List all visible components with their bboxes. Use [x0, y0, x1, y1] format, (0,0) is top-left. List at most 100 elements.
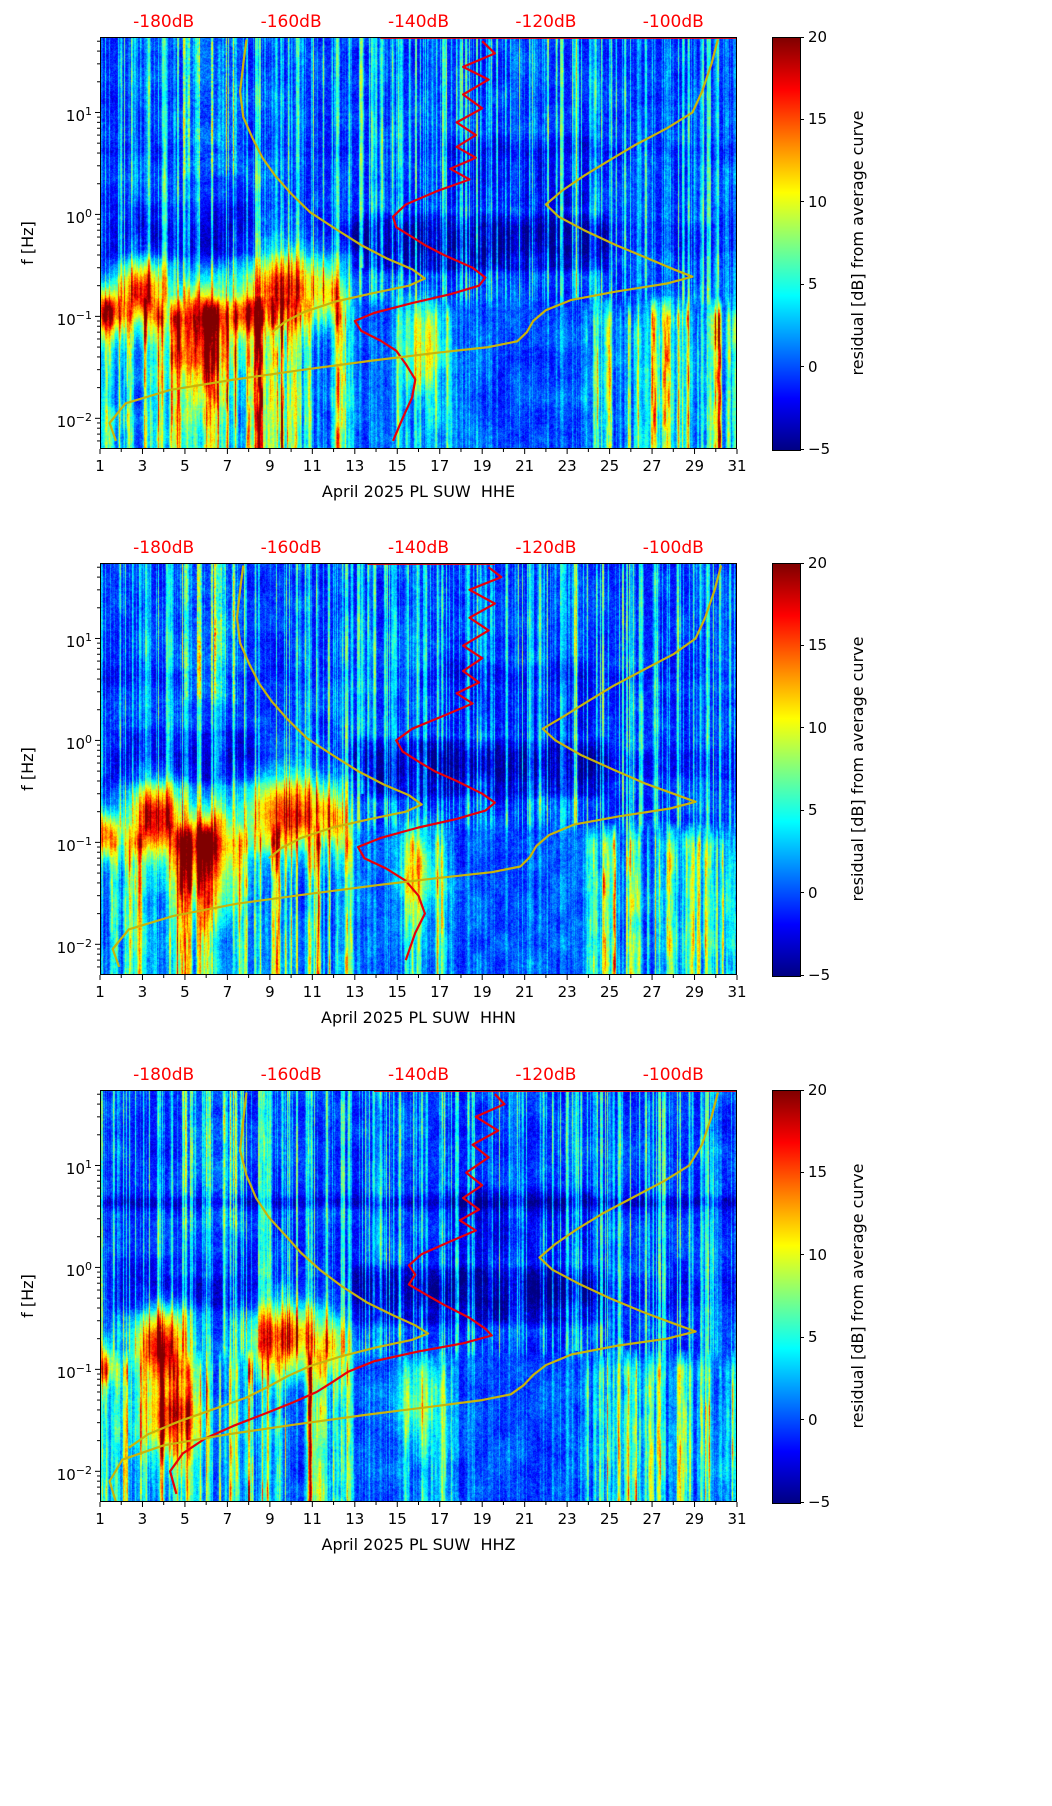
- x-tick-label: 7: [222, 1510, 233, 1528]
- top-axis-db-label: -140dB: [387, 12, 450, 32]
- colorbar-tick-label: 0: [808, 1410, 818, 1429]
- x-tick-label: 3: [137, 983, 148, 1001]
- colorbar-tick: [800, 201, 804, 203]
- colorbar-tick: [800, 1419, 804, 1421]
- spectrogram-canvas: [100, 1090, 737, 1502]
- x-tick-label: 25: [600, 457, 620, 475]
- spectrogram-canvas: [100, 37, 737, 449]
- y-axis-label: f [Hz]: [18, 1274, 37, 1318]
- x-tick-label: 11: [302, 1510, 322, 1528]
- top-axis-db-label: -180dB: [133, 12, 195, 32]
- x-tick-label: 15: [387, 1510, 407, 1528]
- panel-hhz: -180dB -160dB -140dB -120dB -100dB 1 3 5 7 9 11 13 1…: [0, 1053, 1052, 1579]
- colorbar-tick-label: 5: [808, 275, 818, 294]
- x-tick-label: 31: [727, 457, 747, 475]
- x-tick-label: 31: [727, 983, 747, 1001]
- top-axis-db-label: -100dB: [642, 538, 704, 558]
- top-axis-db-label: -120dB: [515, 12, 577, 32]
- x-tick-label: 3: [137, 457, 148, 475]
- colorbar-tick-label: 20: [808, 28, 828, 46]
- y-tick-label: 10−1: [56, 1362, 92, 1383]
- panel-hhn: -180dB -160dB -140dB -120dB -100dB 1 3 5 7 9 11 13 1…: [0, 526, 1052, 1052]
- x-tick-label: 25: [600, 1510, 620, 1528]
- x-tick-label: 15: [387, 457, 407, 475]
- colorbar-tick: [800, 366, 804, 368]
- plot-area: [95, 1090, 738, 1507]
- top-axis-db-label: -160dB: [260, 12, 322, 32]
- plot-area: [95, 37, 738, 454]
- colorbar-tick: [800, 1171, 804, 1173]
- colorbar: [772, 563, 801, 977]
- x-axis-label: April 2025 PL SUW HHZ: [321, 1535, 516, 1554]
- y-tick-label: 100: [65, 207, 92, 228]
- x-tick-label: 13: [345, 1510, 365, 1528]
- y-tick-label: 101: [65, 105, 92, 126]
- x-tick-label: 21: [515, 983, 535, 1001]
- x-tick-label: 17: [430, 1510, 450, 1528]
- spectrogram-canvas: [100, 563, 737, 975]
- x-tick-label: 11: [302, 457, 322, 475]
- colorbar-tick: [800, 283, 804, 285]
- reference-curve-left: [128, 1092, 430, 1449]
- average-psd-curve: [168, 1093, 506, 1495]
- x-tick-label: 1: [95, 1510, 105, 1528]
- plot-overlay: [95, 37, 738, 454]
- x-tick-label: 3: [137, 1510, 148, 1528]
- x-tick-label: 21: [515, 1510, 535, 1528]
- y-axis-label: f [Hz]: [18, 747, 37, 791]
- colorbar-label: residual [dB] from average curve: [848, 1163, 867, 1429]
- x-tick-label: 17: [430, 983, 450, 1001]
- colorbar-tick-label: 20: [808, 554, 828, 572]
- x-tick-label: 29: [684, 1510, 705, 1528]
- x-tick-label: 19: [472, 457, 492, 475]
- x-tick-label: 17: [430, 457, 450, 475]
- top-axis-db-label: -100dB: [642, 1065, 704, 1085]
- colorbar-tick-label: 20: [808, 1081, 828, 1099]
- colorbar-tick: [800, 892, 804, 894]
- x-tick-label: 23: [557, 1510, 577, 1528]
- average-psd-curve: [353, 40, 496, 442]
- y-tick-label: 10−1: [56, 835, 92, 856]
- y-tick-label: 10−2: [56, 1464, 92, 1485]
- x-tick-label: 5: [180, 983, 190, 1001]
- x-tick-label: 9: [265, 983, 275, 1001]
- top-axis-db-label: -100dB: [642, 12, 704, 32]
- top-axis-db-label: -180dB: [133, 1065, 195, 1085]
- colorbar-tick-label: −5: [808, 440, 831, 458]
- x-tick-label: 27: [642, 983, 662, 1001]
- y-tick-label: 101: [65, 631, 92, 652]
- x-tick-label: 5: [180, 1510, 190, 1528]
- colorbar-tick-label: −5: [808, 1493, 831, 1511]
- x-tick-label: 13: [345, 457, 365, 475]
- colorbar-tick-label: −5: [808, 966, 831, 984]
- plot-overlay: [95, 563, 738, 980]
- colorbar-tick-label: 5: [808, 1328, 818, 1347]
- colorbar-tick: [800, 1254, 804, 1256]
- colorbar-tick: [800, 1089, 804, 1091]
- colorbar-tick-label: 10: [808, 192, 828, 211]
- top-axis-db-label: -180dB: [133, 538, 195, 558]
- colorbar-tick: [800, 1501, 804, 1503]
- axes-spine: [100, 563, 737, 975]
- x-axis-label: April 2025 PL SUW HHN: [321, 1008, 516, 1027]
- colorbar: [772, 1090, 801, 1504]
- x-tick-label: 9: [265, 457, 275, 475]
- x-tick-label: 15: [387, 983, 407, 1001]
- x-tick-label: 7: [222, 457, 233, 475]
- colorbar-tick: [800, 118, 804, 120]
- x-tick-label: 13: [345, 983, 365, 1001]
- x-tick-label: 29: [684, 457, 705, 475]
- colorbar-tick-label: 0: [808, 883, 818, 902]
- reference-curve-left: [239, 39, 426, 334]
- colorbar-tick-label: 15: [808, 636, 828, 655]
- colorbar-tick: [800, 562, 804, 564]
- plot-overlay: [95, 1090, 738, 1507]
- colorbar-label: residual [dB] from average curve: [848, 110, 867, 376]
- colorbar-tick-label: 10: [808, 718, 828, 737]
- plot-area: [95, 563, 738, 980]
- x-tick-label: 27: [642, 457, 662, 475]
- colorbar-tick: [800, 1336, 804, 1338]
- x-tick-label: 19: [472, 1510, 492, 1528]
- colorbar-tick: [800, 644, 804, 646]
- colorbar: [772, 37, 801, 451]
